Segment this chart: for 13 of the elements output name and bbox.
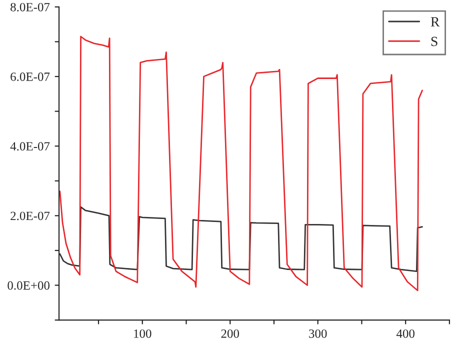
line-series	[59, 36, 423, 292]
x-tick-label: 400	[396, 329, 414, 338]
y-tick-label: 6.0E-07	[10, 72, 50, 82]
x-tick-label: 100	[134, 329, 152, 338]
legend-label: R	[430, 17, 440, 26]
x-tick-label: 200	[221, 329, 240, 338]
y-tick-label: 2.0E-07	[10, 212, 50, 220]
x-tick-label: 300	[309, 329, 327, 338]
y-tick-label: 8.0E-07	[10, 2, 50, 12]
y-tick-label: 4.0E-07	[10, 142, 50, 151]
line-series	[59, 206, 423, 272]
legend-label: S	[431, 36, 438, 46]
y-tick-label: 0.0E+00	[8, 281, 50, 290]
